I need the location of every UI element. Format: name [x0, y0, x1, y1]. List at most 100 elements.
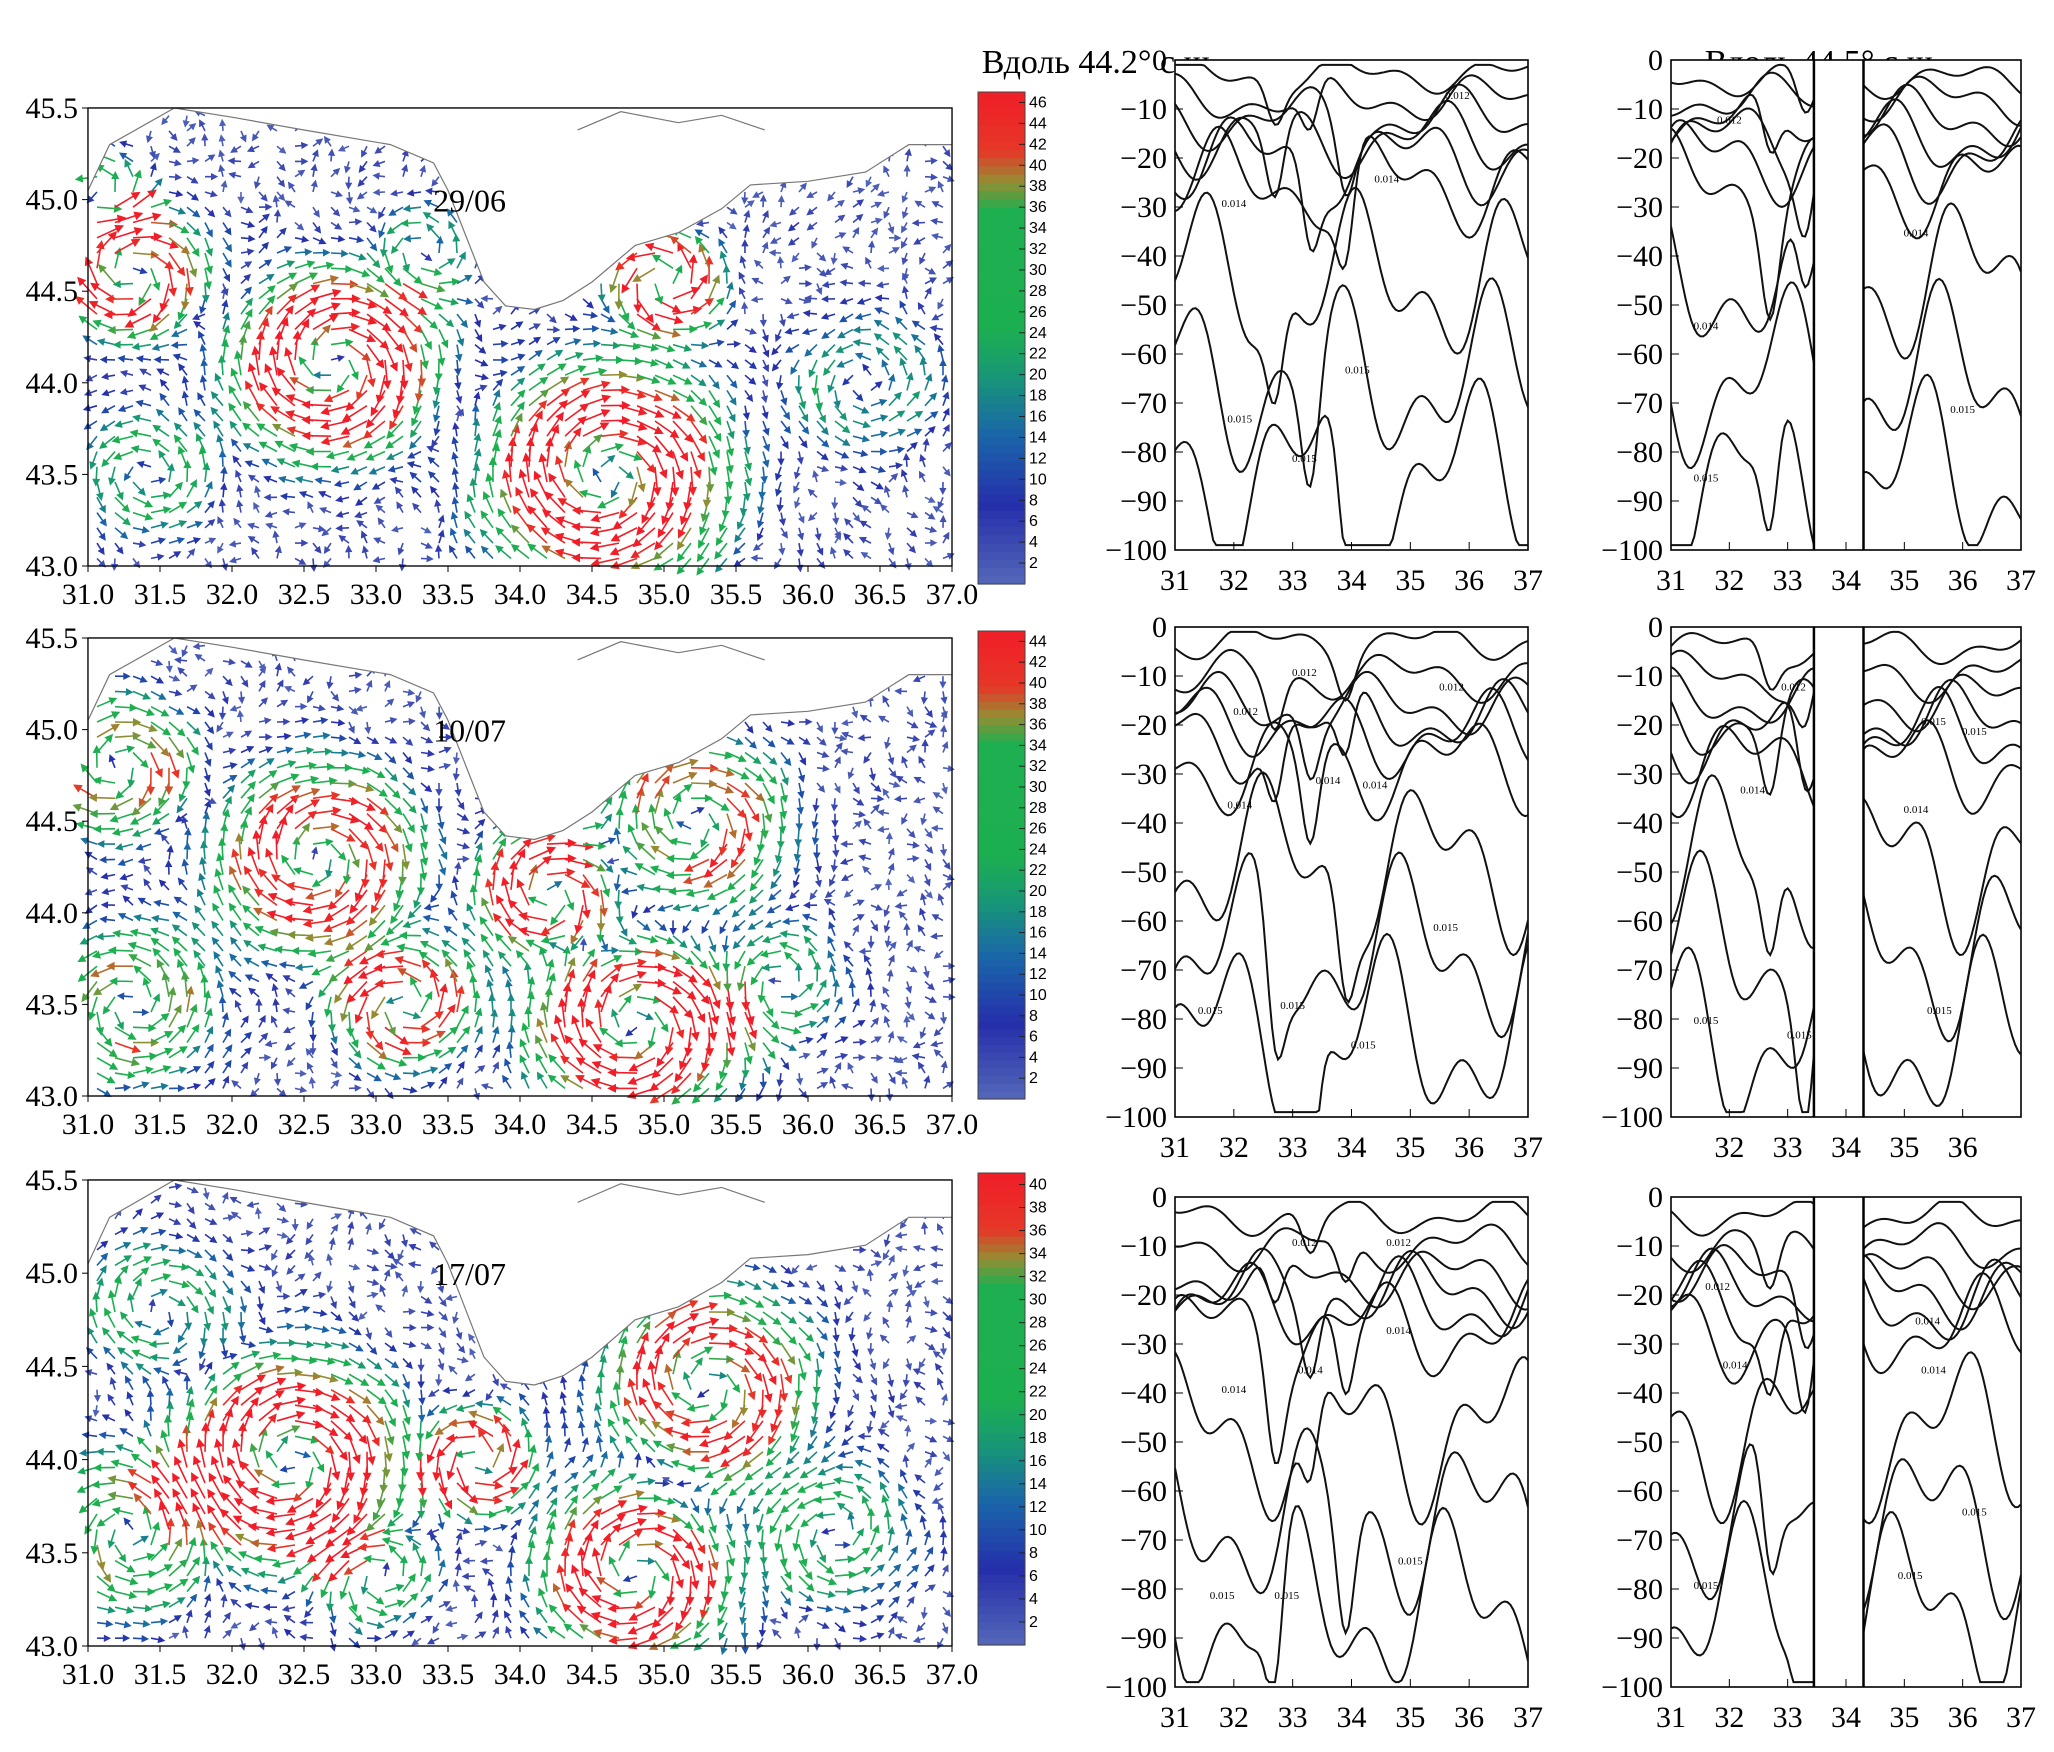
velocity-arrow: [240, 308, 253, 330]
velocity-arrow: [402, 782, 417, 796]
velocity-arrow: [708, 420, 722, 442]
velocity-arrow: [366, 344, 385, 369]
colorbar-step: [978, 272, 1025, 282]
velocity-arrow: [600, 946, 620, 955]
velocity-arrow: [600, 858, 614, 873]
velocity-arrow: [507, 935, 530, 952]
velocity-arrow: [323, 934, 350, 946]
velocity-arrow: [384, 344, 398, 372]
velocity-arrow: [79, 934, 98, 945]
velocity-arrow: [151, 812, 170, 825]
velocity-arrow: [327, 1011, 336, 1033]
velocity-arrow: [381, 1527, 404, 1536]
velocity-arrow: [193, 409, 206, 422]
velocity-arrow: [330, 1311, 343, 1322]
velocity-arrow: [813, 844, 821, 860]
velocity-arrow: [780, 1311, 798, 1325]
colorbar-step: [978, 740, 1025, 749]
velocity-arrow: [698, 527, 710, 549]
velocity-arrow: [847, 767, 855, 780]
velocity-arrow: [150, 993, 160, 1013]
velocity-arrow: [345, 176, 353, 190]
velocity-arrow: [437, 344, 446, 367]
velocity-arrow: [941, 741, 949, 753]
velocity-arrow: [780, 1482, 800, 1496]
velocity-arrow: [870, 804, 880, 815]
velocity-arrow: [132, 526, 150, 534]
colorbar-step: [978, 872, 1025, 882]
velocity-arrow: [562, 1603, 584, 1624]
velocity-arrow: [438, 843, 448, 860]
y-tick-label: −30: [1616, 1328, 1663, 1361]
colorbar-step: [978, 288, 1025, 298]
velocity-arrow: [870, 217, 883, 225]
velocity-arrow: [472, 462, 481, 483]
velocity-arrow: [474, 343, 487, 354]
velocity-arrow: [222, 774, 238, 784]
velocity-arrow: [836, 1502, 854, 1515]
velocity-arrow: [221, 299, 229, 315]
velocity-arrow: [774, 481, 783, 497]
velocity-arrow: [367, 919, 386, 939]
velocity-arrow: [312, 302, 341, 315]
velocity-arrow: [93, 824, 116, 834]
velocity-arrow: [747, 919, 764, 930]
velocity-arrow: [412, 502, 422, 514]
velocity-arrow: [718, 238, 728, 254]
velocity-arrow: [618, 994, 632, 1013]
velocity-arrow: [96, 204, 123, 213]
velocity-arrow: [884, 527, 892, 541]
velocity-arrow: [240, 1567, 260, 1577]
velocity-arrow: [492, 340, 509, 348]
velocity-arrow: [565, 1583, 584, 1608]
velocity-arrow: [930, 932, 944, 940]
velocity-arrow: [742, 1451, 764, 1469]
velocity-arrow: [774, 466, 783, 481]
velocity-arrow: [794, 497, 801, 509]
velocity-arrow: [883, 904, 891, 918]
velocity-arrow: [112, 929, 134, 938]
velocity-arrow: [320, 404, 350, 416]
velocity-arrow: [240, 261, 253, 269]
velocity-arrow: [590, 557, 620, 568]
colorbar-step: [978, 646, 1025, 655]
velocity-arrow: [111, 1506, 134, 1515]
velocity-arrow: [422, 914, 440, 923]
velocity-arrow: [886, 1299, 894, 1313]
velocity-arrow: [827, 374, 836, 394]
velocity-arrow: [420, 749, 435, 758]
x-tick-label: 35: [1395, 564, 1425, 597]
velocity-arrow: [904, 1528, 913, 1546]
x-tick-label: 31: [1160, 1701, 1190, 1734]
velocity-arrow: [942, 145, 951, 158]
velocity-arrow: [880, 1002, 890, 1013]
velocity-arrow: [474, 841, 483, 860]
isoline-label: 0.014: [1221, 198, 1246, 210]
velocity-arrow: [365, 450, 386, 461]
velocity-arrow: [564, 377, 590, 392]
isoline-label: 0.015: [1962, 726, 1987, 738]
velocity-arrow: [176, 958, 188, 982]
velocity-arrow: [96, 1252, 109, 1266]
velocity-arrow: [420, 344, 429, 370]
velocity-arrow: [544, 491, 566, 514]
velocity-arrow: [423, 903, 440, 911]
velocity-arrow: [776, 255, 785, 269]
colorbar-step: [978, 1013, 1025, 1022]
velocity-arrow: [456, 855, 470, 863]
velocity-arrow: [132, 721, 158, 733]
y-tick-label: −10: [1120, 660, 1167, 693]
velocity-arrow: [607, 1603, 638, 1613]
colorbar-step: [978, 444, 1025, 454]
velocity-arrow: [395, 375, 405, 405]
velocity-arrow: [877, 715, 890, 723]
velocity-arrow: [933, 1482, 944, 1492]
velocity-arrow: [618, 466, 634, 480]
velocity-arrow: [240, 1396, 259, 1422]
velocity-arrow: [672, 965, 698, 983]
velocity-arrow: [582, 434, 603, 453]
velocity-arrow: [852, 797, 865, 806]
velocity-arrow: [480, 545, 494, 559]
velocity-arrow: [384, 1420, 395, 1446]
velocity-arrow: [365, 1327, 373, 1341]
